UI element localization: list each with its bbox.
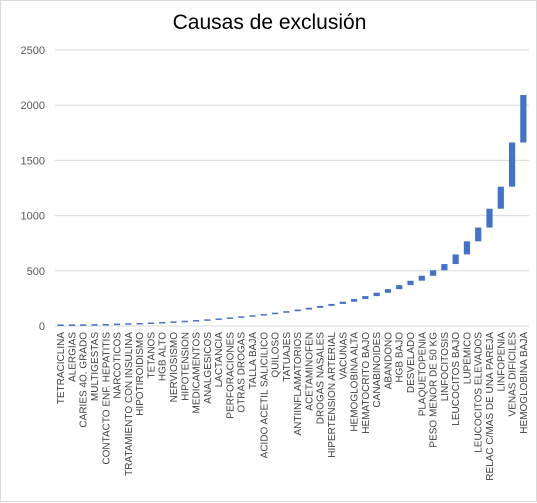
bar [249, 315, 256, 317]
x-tick-label: TETRACICLINA [56, 332, 67, 405]
x-tick-label: LEUCOCITOS BAJO [451, 332, 462, 426]
x-tick-label: TETANOS [146, 332, 157, 379]
bar [215, 318, 222, 320]
bar [396, 285, 403, 290]
bar [463, 241, 471, 255]
bar [283, 311, 290, 313]
x-tick-label: HEMOGLOBINA ALTA [350, 332, 361, 432]
x-tick-label: RELAC C/MAS DE UNA PAREJA [485, 332, 496, 481]
bar [102, 323, 109, 326]
bar [57, 324, 64, 326]
bar [508, 142, 516, 187]
x-tick-label: TATUAJES [282, 332, 293, 382]
bar [384, 289, 392, 293]
x-tick-label: LINFOPENIA [496, 332, 507, 392]
bar [147, 322, 155, 325]
x-tick-label: NERVIOSISMO [169, 332, 180, 403]
bar [429, 270, 437, 276]
x-tick-label: MULTIGESTAS [90, 332, 101, 401]
x-tick-label: PERFORACIONES [225, 332, 236, 419]
y-tick-label: 1000 [21, 211, 45, 223]
bar [497, 186, 504, 209]
x-tick-label: CARIES 4O. GRADO [79, 332, 90, 428]
bar [238, 316, 245, 318]
x-tick-label: MEDICAMENTOS [192, 332, 203, 414]
bar [192, 320, 200, 322]
bar [91, 324, 98, 326]
x-tick-label: ACETAMINOFEN [304, 332, 315, 411]
bar [68, 324, 76, 326]
x-tick-label: ABANDONO [383, 332, 394, 389]
x-tick-label: LINFOCITOSIS [440, 332, 451, 402]
bar [113, 323, 121, 326]
x-tick-label: ANALGESICOS [203, 332, 214, 404]
bar [317, 305, 324, 308]
x-tick-label: ALERGIAS [67, 332, 78, 382]
x-tick-label: HIPOTENSION [180, 332, 191, 401]
x-tick-label: LACTANCIA [214, 332, 225, 388]
x-tick-label: QUILOSO [271, 332, 282, 378]
y-tick-label: 500 [27, 266, 45, 278]
bar [475, 227, 482, 242]
bar [418, 275, 425, 281]
x-tick-label: ANTIINFLAMATORIOS [293, 332, 304, 436]
bar [271, 312, 279, 315]
bar [226, 317, 234, 319]
bar [181, 320, 188, 323]
bar [520, 95, 527, 143]
x-tick-label: DROGAS NASALES [316, 332, 327, 425]
x-tick-label: LEUCOCITOS ELEVADOS [474, 332, 485, 453]
y-tick-label: 2000 [21, 100, 45, 112]
x-tick-label: OTRAS DROGAS [237, 332, 248, 413]
chart-title: Causas de exclusión [172, 11, 367, 34]
y-tick-label: 0 [39, 321, 45, 333]
bar [486, 208, 493, 228]
x-tick-label: TALLA BAJA [248, 332, 259, 389]
x-tick-label: HGB ALTO [158, 332, 169, 381]
x-tick-label: CONTACTO ENF. HEPATITIS [101, 332, 112, 465]
bar [305, 307, 313, 310]
bar [350, 299, 358, 302]
bar [80, 324, 87, 326]
bar [125, 323, 132, 325]
bar [339, 301, 346, 304]
y-tick-label: 1500 [21, 155, 45, 167]
x-tick-label: CANABINOIDES [372, 332, 383, 408]
bar [260, 314, 267, 316]
bar [328, 303, 335, 306]
x-tick-label: NARCOTICOS [113, 332, 124, 399]
bar [373, 292, 380, 297]
bar [204, 319, 211, 321]
x-tick-label: HIPERTENSION ARTERIAL [327, 332, 338, 458]
bar [407, 280, 414, 286]
bar [136, 322, 143, 325]
x-tick-label: DESVELADO [406, 332, 417, 393]
bar [362, 296, 369, 300]
x-tick-label: LUPEMICO [462, 332, 473, 384]
x-tick-label: TRATAMIENTO CON INSULINA [124, 332, 135, 476]
x-tick-label: PLAQUETOPENIA [417, 332, 428, 417]
bar [170, 321, 177, 323]
x-tick-label: HEMATOCRITO BAJO [361, 332, 372, 434]
x-tick-label: HIPOTIROIDISMO [135, 332, 146, 416]
x-tick-label: VACUNAS [338, 332, 349, 380]
bar [294, 309, 301, 312]
bar [159, 321, 166, 324]
bar [441, 264, 448, 271]
x-tick-label: HGB BAJO [395, 332, 406, 383]
x-tick-label: VENAS DIFICILES [508, 332, 519, 417]
x-tick-label: ACIDO ACETIL SALICILICO [259, 332, 270, 459]
bar [452, 254, 459, 265]
x-tick-label: HEMOGLOBINA BAJA [519, 332, 530, 434]
x-tick-label: PESO MENOR DE 50 KG [429, 332, 440, 448]
y-tick-label: 2500 [21, 45, 45, 57]
